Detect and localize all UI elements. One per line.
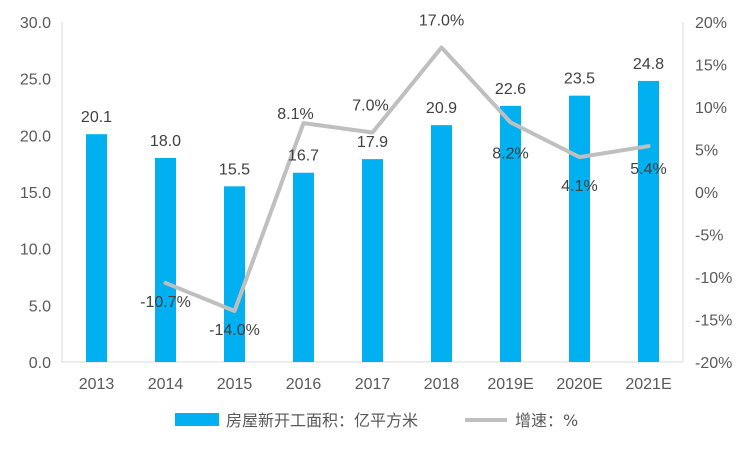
y-left-tick-label: 10.0: [20, 242, 51, 259]
growth-line: [163, 45, 651, 313]
bar: [155, 158, 176, 362]
bar: [86, 134, 107, 362]
line-data-label: 8.2%: [492, 145, 528, 162]
legend-label-line: 增速：%: [515, 411, 578, 430]
bar-data-label: 22.6: [495, 81, 526, 98]
y-right-tick-label: 20%: [695, 15, 727, 32]
legend-label-bars: 房屋新开工面积：亿平方米: [226, 411, 418, 430]
bar-data-label: 20.9: [426, 100, 457, 117]
bar: [293, 172, 314, 362]
x-tick-label: 2014: [148, 376, 184, 393]
y-right-tick-label: 0%: [695, 185, 718, 202]
line-data-label: -14.0%: [209, 322, 260, 339]
legend-swatch-bars: [175, 413, 219, 426]
y-right-tick-label: -15%: [695, 313, 732, 330]
y-left-tick-label: 30.0: [20, 15, 51, 32]
y-right-tick-label: -5%: [695, 228, 723, 245]
x-tick-label: 2021E: [625, 376, 671, 393]
bar: [362, 159, 383, 362]
x-tick-label: 2016: [286, 376, 322, 393]
y-left-tick-label: 0.0: [29, 355, 51, 372]
bar-data-label: 20.1: [81, 109, 112, 126]
y-left-tick-label: 25.0: [20, 72, 51, 89]
x-tick-label: 2019E: [487, 376, 533, 393]
bar-data-label: 16.7: [288, 148, 319, 165]
bar-data-label: 24.8: [633, 56, 664, 73]
y-right-tick-label: 15%: [695, 58, 727, 75]
bar: [431, 125, 452, 362]
bar: [638, 80, 659, 362]
y-left-tick-label: 5.0: [29, 298, 51, 315]
x-tick-label: 2017: [355, 376, 391, 393]
y-right-tick-label: -20%: [695, 355, 732, 372]
x-tick-label: 2020E: [556, 376, 602, 393]
bar: [569, 95, 590, 363]
x-tick-label: 2013: [79, 376, 115, 393]
line-data-label: 4.1%: [561, 178, 597, 195]
line-data-label: 5.4%: [630, 161, 666, 178]
bar-data-label: 18.0: [150, 133, 181, 150]
y-left-tick-label: 20.0: [20, 128, 51, 145]
line-data-label: 8.1%: [277, 106, 313, 123]
y-left-tick-label: 15.0: [20, 185, 51, 202]
bar-data-label: 15.5: [219, 161, 250, 178]
line-data-label: -10.7%: [140, 294, 191, 311]
bar: [224, 186, 245, 362]
x-tick-label: 2015: [217, 376, 253, 393]
x-tick-label: 2018: [424, 376, 460, 393]
bar-data-label: 23.5: [564, 71, 595, 88]
y-right-tick-label: 10%: [695, 100, 727, 117]
bar-data-label: 17.9: [357, 134, 388, 151]
line-data-label: 7.0%: [352, 98, 388, 115]
y-right-tick-label: -10%: [695, 270, 732, 287]
y-right-tick-label: 5%: [695, 143, 718, 160]
line-data-label: 17.0%: [419, 13, 464, 30]
bar: [500, 105, 521, 362]
